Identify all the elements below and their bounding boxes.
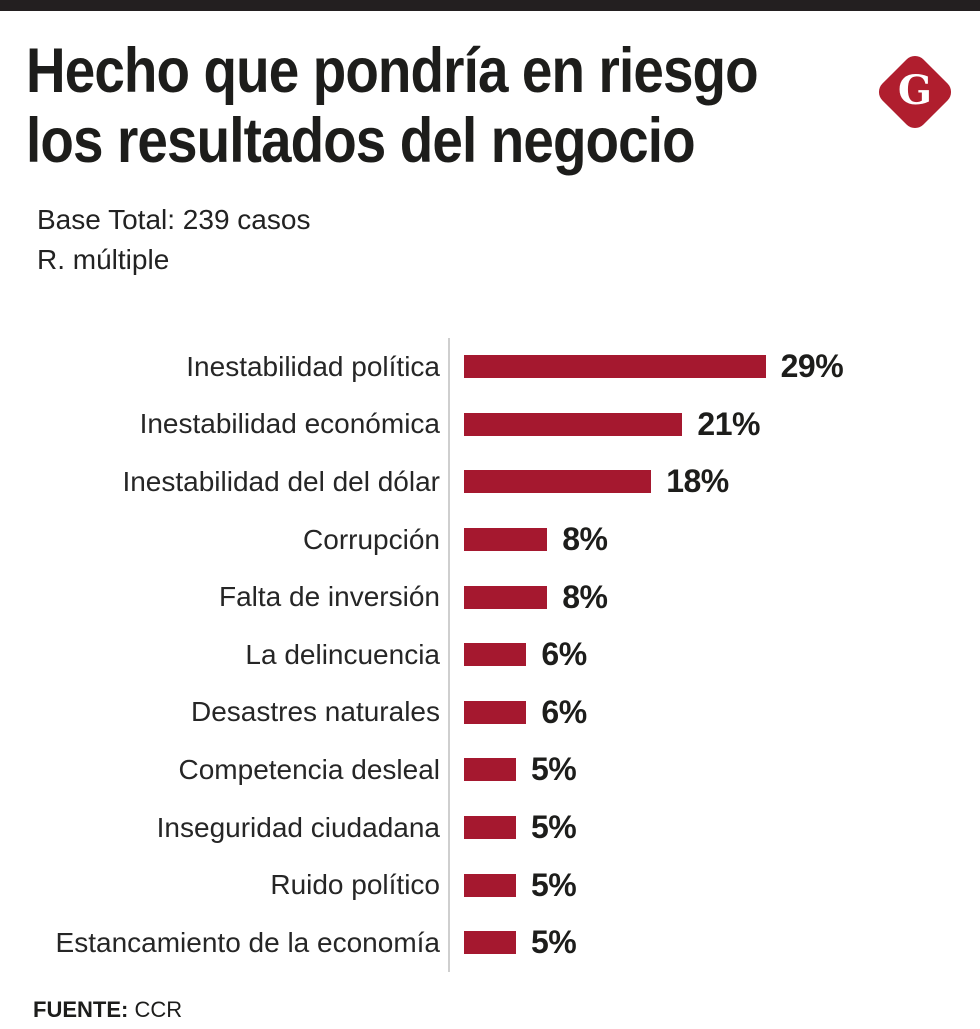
chart-row: Inseguridad ciudadana 5% [0, 799, 980, 857]
page-title-line2: los resultados del negocio [26, 106, 696, 176]
bar-zone: 29% [464, 338, 844, 396]
bar [464, 412, 683, 436]
value-label: 5% [531, 809, 577, 846]
bar-zone: 18% [464, 453, 729, 511]
value-label: 5% [531, 924, 577, 961]
logo-g-letter: G [897, 67, 933, 114]
bar [464, 700, 527, 724]
bar [464, 643, 527, 667]
category-label: Estancamiento de la economía [55, 926, 440, 958]
bar [464, 528, 548, 552]
bar-zone: 5% [464, 799, 577, 857]
source-label: FUENTE: [33, 997, 129, 1022]
bar [464, 758, 516, 782]
value-label: 5% [531, 751, 577, 788]
chart-row: Inestabilidad económica 21% [0, 396, 980, 454]
top-bar [0, 0, 980, 11]
respuesta-multiple-text: R. múltiple [37, 244, 170, 275]
value-label: 18% [666, 463, 729, 500]
bar [464, 873, 516, 897]
bar [464, 816, 516, 840]
chart-row: La delincuencia 6% [0, 626, 980, 684]
bar-zone: 6% [464, 684, 587, 742]
gestion-logo: G [873, 50, 957, 134]
bar [464, 931, 516, 955]
value-label: 8% [562, 578, 608, 615]
category-label: Falta de inversión [218, 581, 440, 613]
value-label: 21% [697, 405, 760, 442]
chart-rows: Inestabilidad política 29% Inestabilidad e… [0, 338, 980, 972]
category-label: Inseguridad ciudadana [156, 811, 440, 843]
bar [464, 585, 548, 609]
value-label: 6% [541, 693, 587, 730]
category-label: Competencia desleal [178, 753, 441, 785]
bar-zone: 6% [464, 626, 587, 684]
chart-row: Competencia desleal 5% [0, 741, 980, 799]
value-label: 5% [531, 866, 577, 903]
category-label: La delincuencia [245, 638, 440, 670]
chart-row: Falta de inversión 8% [0, 568, 980, 626]
category-label: Inestabilidad del del dólar [122, 465, 440, 497]
bar-zone: 5% [464, 856, 577, 914]
chart-subtitle: Base Total: 239 casos R. múltiple [37, 200, 310, 280]
category-label: Inestabilidad económica [139, 408, 440, 440]
source-value: CCR [134, 997, 183, 1022]
bar [464, 470, 652, 494]
chart-row: Desastres naturales 6% [0, 684, 980, 742]
chart-row: Inestabilidad del del dólar 18% [0, 453, 980, 511]
chart-row: Ruido político 5% [0, 856, 980, 914]
page-title-line1: Hecho que pondría en riesgo [26, 36, 759, 106]
bar-zone: 21% [464, 396, 760, 454]
bar-zone: 8% [464, 568, 608, 626]
category-label: Ruido político [270, 869, 440, 901]
value-label: 6% [541, 636, 587, 673]
page-title: Hecho que pondría en riesgo los resultad… [26, 36, 759, 176]
value-label: 29% [780, 348, 844, 385]
y-axis-line [448, 338, 450, 972]
category-label: Inestabilidad política [186, 350, 440, 382]
bar-chart: Inestabilidad política 29% Inestabilidad e… [0, 338, 980, 972]
source-note: FUENTE: CCR [33, 997, 182, 1023]
category-label: Corrupción [303, 523, 440, 555]
chart-row: Inestabilidad política 29% [0, 338, 980, 396]
bar [464, 355, 766, 379]
value-label: 8% [562, 521, 608, 558]
chart-row: Estancamiento de la economía 5% [0, 914, 980, 972]
base-total-text: Base Total: 239 casos [37, 204, 311, 235]
bar-zone: 5% [464, 741, 577, 799]
chart-row: Corrupción 8% [0, 511, 980, 569]
bar-zone: 5% [464, 914, 577, 972]
category-label: Desastres naturales [190, 696, 440, 728]
bar-zone: 8% [464, 511, 608, 569]
